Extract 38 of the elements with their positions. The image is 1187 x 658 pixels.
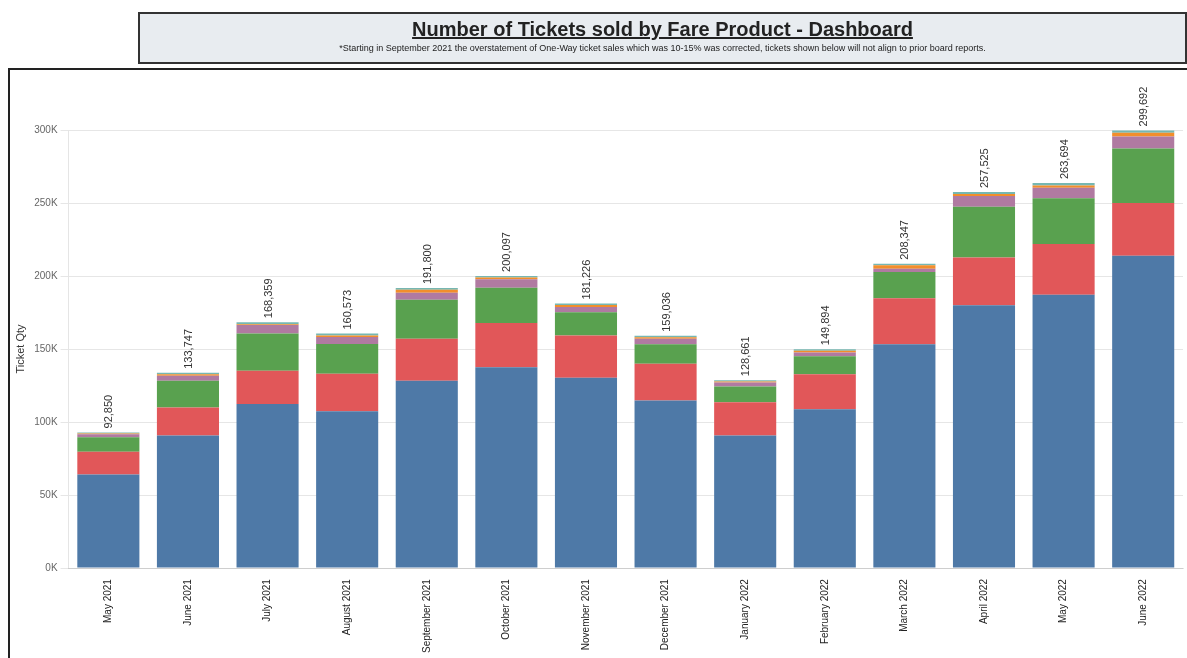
x-tick-label: October 2021 [500,578,512,640]
x-tick-label: May 2021 [102,578,114,623]
x-tick-label: January 2022 [738,578,750,640]
x-tick-label: March 2022 [898,578,910,632]
x-tick-label: July 2021 [261,578,273,622]
y-tick-label: 50K [39,488,58,500]
chart-subtitle: *Starting in September 2021 the overstatement of One-Way ticket sales which was 10-15% was corrected, tickets shown below will not align to prior board reports. [338,43,987,53]
total-label: 133,747 [181,329,194,369]
y-tick-label: 300K [34,123,58,135]
y-tick-label: 200K [34,269,58,281]
x-tick-label: June 2022 [1136,578,1148,626]
y-tick-label: 250K [34,196,58,208]
y-tick-label: 0K [45,561,58,573]
x-tick-label: February 2022 [818,578,830,645]
x-tick-label: November 2021 [579,578,591,651]
x-tick-label: December 2021 [659,578,671,651]
total-label: 181,226 [579,259,592,300]
total-label: 257,525 [977,148,990,189]
x-tick-label: May 2022 [1057,578,1069,623]
total-label: 92,850 [102,394,115,429]
x-tick-label: April 2022 [977,578,989,625]
y-tick-label: 150K [34,342,58,354]
total-label: 160,573 [341,289,354,330]
y-tick-label: 100K [34,415,58,427]
total-label: 128,661 [739,336,752,377]
chart-title: Number of Tickets sold by Fare Product - Dashboard [411,18,914,41]
x-tick-label: June 2021 [181,578,193,626]
total-label: 200,097 [500,232,513,272]
total-label: 263,694 [1057,139,1070,180]
x-tick-label: August 2021 [340,578,352,636]
x-tick-label: September 2021 [420,578,432,654]
total-label: 168,359 [261,278,274,319]
total-label: 208,347 [898,220,911,260]
total-label: 149,894 [818,305,831,346]
total-label: 299,692 [1137,86,1150,127]
total-label: 159,036 [659,292,672,332]
total-label: 191,800 [420,244,433,284]
y-axis-title: Ticket Qty [13,323,26,374]
